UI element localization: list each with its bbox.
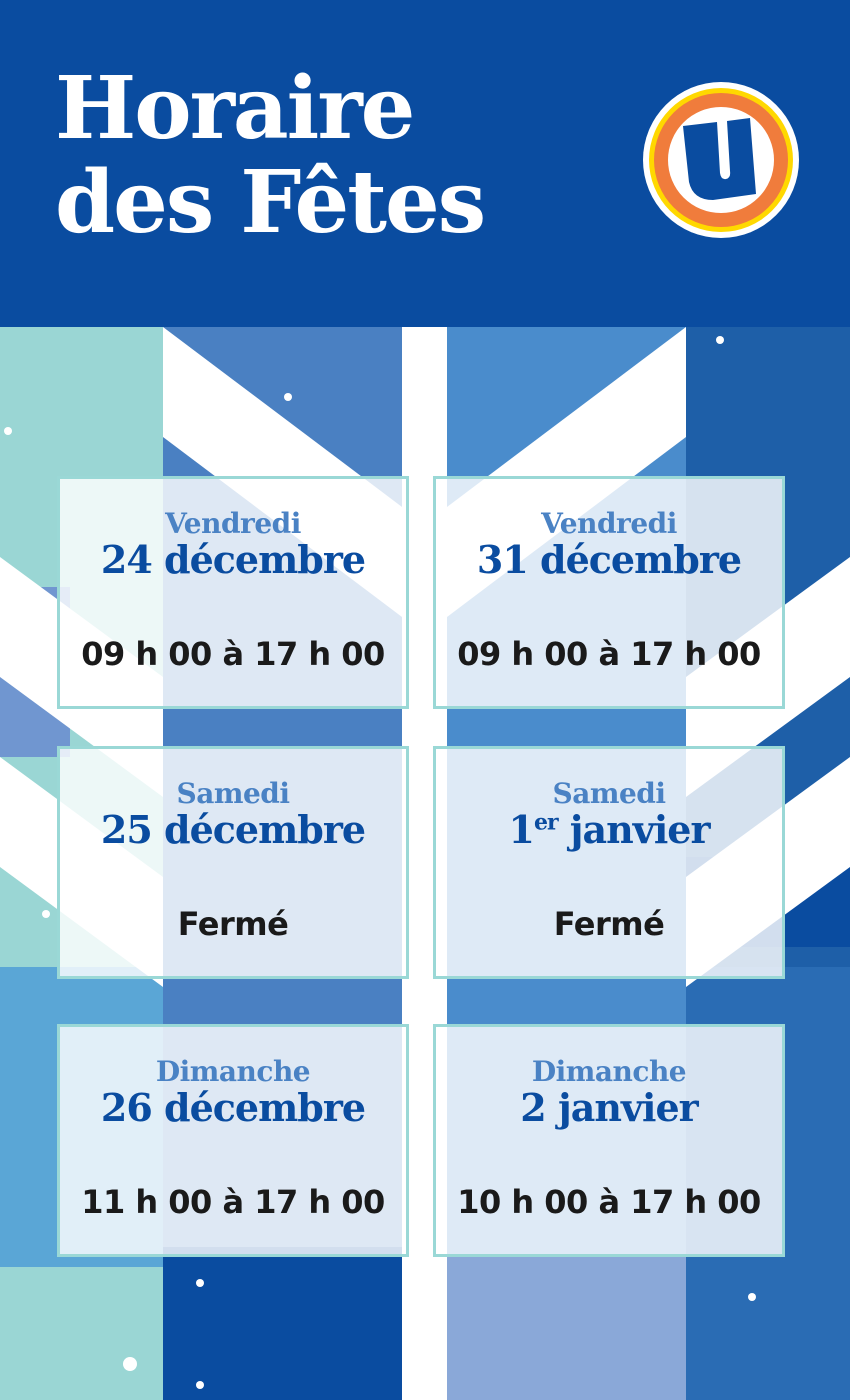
date-label: 2 janvier <box>520 1085 698 1130</box>
date-label: 1er janvier <box>436 807 782 852</box>
day-label: Dimanche <box>531 1055 687 1088</box>
day-label: Samedi <box>552 777 666 810</box>
date-label: 24 décembre <box>100 537 366 582</box>
date-label: 31 décembre <box>476 537 742 582</box>
schedule-card-jan-2: Dimanche 2 janvier 10 h 00 à 17 h 00 <box>433 1024 785 1257</box>
hours-label: 10 h 00 à 17 h 00 <box>457 1183 761 1221</box>
day-label: Samedi <box>176 777 290 810</box>
day-label: Vendredi <box>541 507 677 540</box>
hours-label: 11 h 00 à 17 h 00 <box>81 1183 385 1221</box>
schedule-card-dec-25: Samedi 25 décembre Fermé <box>57 746 409 979</box>
schedule-card-dec-31: Vendredi 31 décembre 09 h 00 à 17 h 00 <box>433 476 785 709</box>
date-label: 25 décembre <box>100 807 366 852</box>
hours-label: 09 h 00 à 17 h 00 <box>457 635 761 673</box>
title-line-2: des Fêtes <box>55 152 486 253</box>
title-line-1: Horaire <box>55 58 415 159</box>
day-label: Vendredi <box>165 507 301 540</box>
schedule-card-dec-26: Dimanche 26 décembre 11 h 00 à 17 h 00 <box>57 1024 409 1257</box>
day-label: Dimanche <box>155 1055 311 1088</box>
schedule-card-dec-24: Vendredi 24 décembre 09 h 00 à 17 h 00 <box>57 476 409 709</box>
hours-label: Fermé <box>553 905 665 943</box>
page-title: Horaire des Fêtes <box>55 58 486 253</box>
hours-label: 09 h 00 à 17 h 00 <box>81 635 385 673</box>
date-month: janvier <box>557 807 711 852</box>
date-label: 26 décembre <box>100 1085 366 1130</box>
header-banner: Horaire des Fêtes <box>0 0 850 327</box>
hours-label: Fermé <box>177 905 289 943</box>
date-number: 1 <box>508 807 535 852</box>
u-logo-icon <box>643 82 799 238</box>
date-ordinal: er <box>533 809 559 836</box>
schedule-card-jan-1: Samedi 1er janvier Fermé <box>433 746 785 979</box>
